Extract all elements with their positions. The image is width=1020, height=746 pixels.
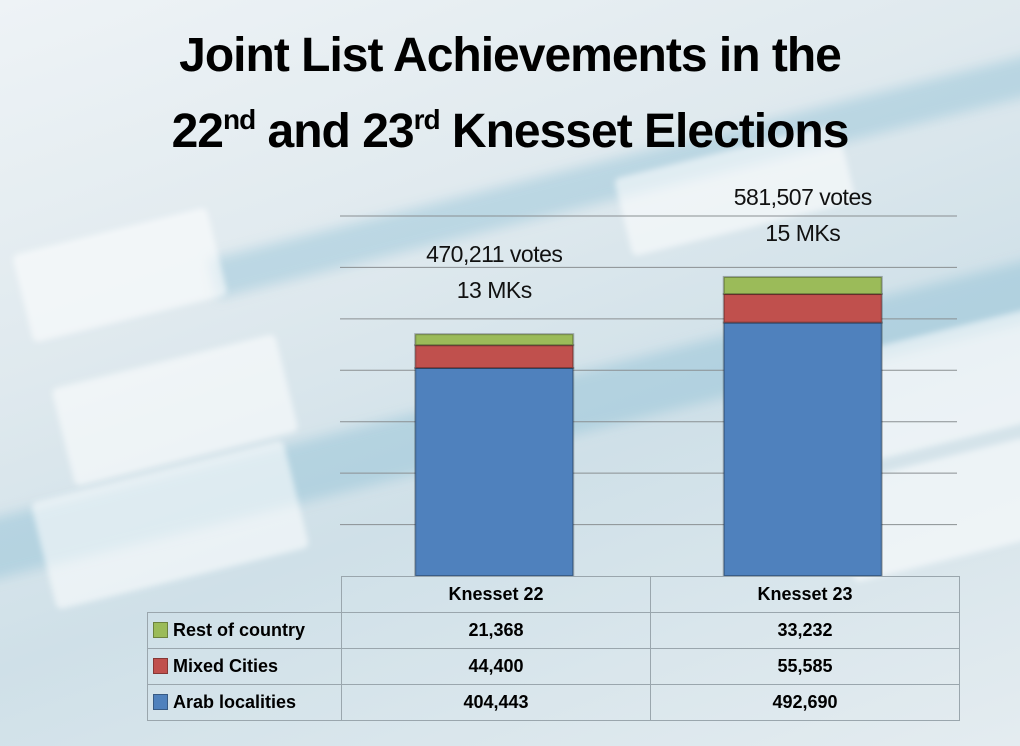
legend-swatch-red (153, 658, 168, 674)
bar-segment-arab-localities (414, 367, 575, 577)
table-row: Rest of country 21,368 33,232 (147, 612, 960, 649)
bar-segment-rest-of-country (722, 275, 883, 296)
header-knesset-22: Knesset 22 (341, 576, 651, 613)
mks-label: 13 MKs (457, 277, 532, 303)
row-label: Rest of country (173, 620, 306, 640)
legend-swatch-blue (153, 694, 168, 710)
table-cell: 55,585 (650, 648, 960, 685)
header-knesset-23: Knesset 23 (650, 576, 960, 613)
chart-title: Joint List Achievements in the 22nd and … (0, 18, 1020, 176)
table-row: Arab localities 404,443 492,690 (147, 684, 960, 721)
votes-label: 470,211 votes (426, 241, 562, 267)
row-label: Mixed Cities (173, 656, 279, 676)
table-header-row: Knesset 22 Knesset 23 (147, 576, 960, 613)
legend-swatch-green (153, 622, 168, 638)
bar-segment-mixed-cities (722, 293, 883, 324)
table-cell: 44,400 (341, 648, 651, 685)
title-line-1: Joint List Achievements in the (179, 29, 842, 82)
bar-segment-rest-of-country (414, 333, 575, 347)
votes-label: 581,507 votes (734, 184, 872, 210)
bar-segment-arab-localities (722, 321, 883, 577)
mks-label: 15 MKs (765, 220, 840, 246)
data-table: Knesset 22 Knesset 23 Rest of country 21… (147, 576, 960, 721)
bar-segment-mixed-cities (414, 344, 575, 370)
table-cell: 21,368 (341, 612, 651, 649)
table-cell: 33,232 (650, 612, 960, 649)
table-row: Mixed Cities 44,400 55,585 (147, 648, 960, 685)
row-label: Arab localities (173, 692, 297, 712)
title-line-2: 22nd and 23rd Knesset Elections (171, 104, 850, 158)
table-cell: 404,443 (341, 684, 651, 721)
table-cell: 492,690 (650, 684, 960, 721)
